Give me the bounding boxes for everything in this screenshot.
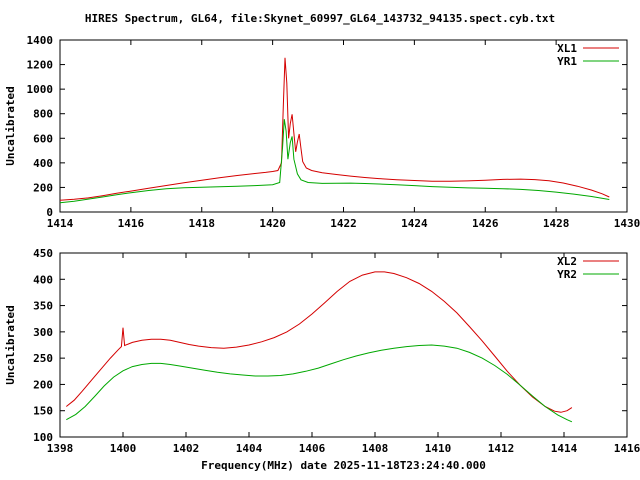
y-tick-label: 250 [33, 352, 53, 365]
y-tick-label: 1000 [27, 83, 54, 96]
xl2-series-line [65, 271, 573, 413]
x-tick-label: 1414 [551, 442, 578, 455]
x-tick-label: 1422 [330, 217, 357, 230]
yr1-series-line [59, 119, 610, 204]
x-tick-label: 1416 [118, 217, 145, 230]
x-axis-ticks: 1414 1416 1418 1420 1422 1424 1426 1428 1430 [47, 40, 640, 230]
y-axis-ticks: 0 200 400 600 800 1000 1200 1400 [27, 34, 627, 219]
y-axis-label: Uncalibrated [4, 305, 17, 384]
x-axis-label: Frequency(MHz) date 2025-11-18T23:24:40.… [201, 459, 486, 472]
y-tick-label: 400 [33, 273, 53, 286]
y-tick-label: 350 [33, 300, 53, 313]
y-tick-label: 800 [33, 108, 53, 121]
y-tick-label: 0 [46, 206, 53, 219]
x-axis-ticks: 1398 1400 1402 1404 1406 1408 1410 1412 1414 1416 [47, 253, 640, 455]
x-tick-label: 1414 [47, 217, 74, 230]
y-axis-ticks: 100 150 200 250 300 350 400 450 [33, 247, 627, 444]
x-tick-label: 1400 [110, 442, 137, 455]
y-tick-label: 200 [33, 181, 53, 194]
legend-label-yr2: YR2 [557, 268, 577, 281]
chart-title: HIRES Spectrum, GL64, file:Skynet_60997_… [84, 12, 556, 25]
x-tick-label: 1430 [614, 217, 640, 230]
x-tick-label: 1404 [236, 442, 263, 455]
plot-border [59, 39, 628, 213]
x-tick-label: 1408 [362, 442, 389, 455]
y-tick-label: 450 [33, 247, 53, 260]
y-tick-label: 1200 [27, 59, 54, 72]
y-tick-label: 100 [33, 431, 53, 444]
x-tick-label: 1428 [543, 217, 570, 230]
x-tick-label: 1424 [401, 217, 428, 230]
legend-label-yr1: YR1 [557, 55, 577, 68]
x-tick-label: 1426 [472, 217, 499, 230]
plot-border [59, 252, 628, 438]
x-tick-label: 1402 [173, 442, 200, 455]
y-tick-label: 200 [33, 378, 53, 391]
yr2-series-line [66, 344, 573, 423]
top-spectrum-chart: 1414 1416 1418 1420 1422 1424 1426 1428 1430 0 200… [4, 34, 640, 230]
x-tick-label: 1420 [259, 217, 286, 230]
y-tick-label: 400 [33, 157, 53, 170]
x-tick-label: 1418 [189, 217, 216, 230]
x-tick-label: 1412 [488, 442, 515, 455]
y-tick-label: 150 [33, 405, 53, 418]
y-axis-label: Uncalibrated [4, 86, 17, 165]
x-tick-label: 1416 [614, 442, 640, 455]
x-tick-label: 1410 [425, 442, 452, 455]
x-tick-label: 1406 [299, 442, 326, 455]
y-tick-label: 300 [33, 326, 53, 339]
y-tick-label: 1400 [27, 34, 54, 47]
bottom-spectrum-chart: 1398 1400 1402 1404 1406 1408 1410 1412 1414 1416… [4, 247, 640, 472]
x-tick-label: 1398 [47, 442, 74, 455]
xl1-series-line [59, 57, 610, 201]
legend-label-xl2: XL2 [557, 255, 577, 268]
legend-label-xl1: XL1 [557, 42, 577, 55]
y-tick-label: 600 [33, 132, 53, 145]
